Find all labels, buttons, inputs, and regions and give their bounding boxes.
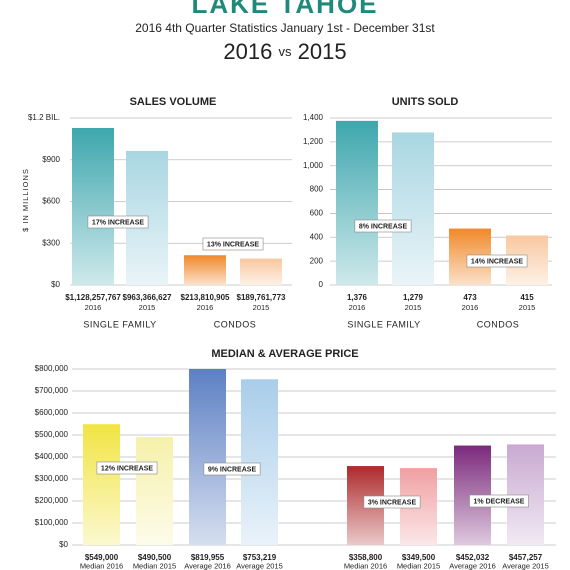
x-tick-label: 2016 — [197, 303, 214, 312]
value-label: 473 — [463, 293, 477, 302]
bar-shade — [184, 255, 226, 285]
y-tick-label: $500,000 — [35, 430, 69, 439]
heading: 2016 vs 2015 — [223, 39, 346, 64]
value-label: 415 — [520, 293, 534, 302]
annotation: 17% INCREASE — [92, 219, 144, 226]
value-label: 1,279 — [403, 293, 424, 302]
x-tick-label: Median 2016 — [344, 561, 387, 570]
group-label: SINGLE FAMILY — [347, 319, 420, 329]
page-title: LAKE TAHOE — [191, 0, 378, 19]
annotation-box — [363, 495, 421, 509]
y-tick-label: $900 — [42, 155, 60, 164]
x-tick-label: 2015 — [139, 303, 156, 312]
y-tick-label: 200 — [310, 256, 324, 265]
annotation-box — [203, 462, 261, 476]
value-label: 1,376 — [347, 293, 368, 302]
x-tick-label: 2015 — [519, 303, 536, 312]
y-tick-label: $800,000 — [35, 364, 69, 373]
bar-shade — [136, 437, 173, 545]
bar-shade — [72, 127, 114, 285]
y-tick-label: $200,000 — [35, 496, 69, 505]
x-tick-label: Average 2016 — [449, 561, 496, 570]
value-label: $457,257 — [509, 553, 543, 562]
heading-year: 2016 — [223, 39, 272, 64]
x-tick-label: 2016 — [462, 303, 479, 312]
value-label: $819,955 — [191, 553, 225, 562]
x-tick-label: Median 2015 — [397, 561, 440, 570]
annotation: 13% INCREASE — [207, 241, 259, 248]
value-label: $349,500 — [402, 553, 436, 562]
value-label: $189,761,773 — [237, 293, 286, 302]
x-tick-label: 2015 — [253, 303, 270, 312]
x-tick-label: Average 2015 — [502, 561, 549, 570]
heading-year: 2015 — [298, 39, 347, 64]
x-tick-label: Average 2016 — [184, 561, 231, 570]
y-axis-label: $ IN MILLIONS — [21, 168, 30, 232]
y-tick-label: $1.2 BIL. — [28, 113, 60, 122]
annotation-box — [202, 237, 264, 251]
annotation: 12% INCREASE — [101, 465, 153, 472]
x-tick-label: 2015 — [405, 303, 422, 312]
value-label: $549,000 — [85, 553, 119, 562]
value-label: $213,810,905 — [181, 293, 230, 302]
y-tick-label: 400 — [310, 232, 324, 241]
y-tick-label: 800 — [310, 185, 324, 194]
chart-title: SALES VOLUME — [130, 96, 217, 108]
y-tick-label: 600 — [310, 209, 324, 218]
bar-shade — [392, 132, 434, 285]
group-label: CONDOS — [477, 319, 520, 329]
value-label: $358,800 — [349, 553, 383, 562]
y-tick-label: $100,000 — [35, 518, 69, 527]
chart-title: UNITS SOLD — [392, 96, 459, 108]
y-tick-label: $300,000 — [35, 474, 69, 483]
annotation-box — [96, 461, 158, 475]
value-label: $1,128,257,767 — [65, 293, 121, 302]
x-tick-label: 2016 — [349, 303, 366, 312]
annotation-box — [354, 219, 412, 233]
y-tick-label: $400,000 — [35, 452, 69, 461]
bar-shade — [336, 120, 378, 285]
y-tick-label: $600 — [42, 197, 60, 206]
value-label: $452,032 — [456, 553, 490, 562]
annotation: 3% INCREASE — [368, 499, 417, 506]
y-tick-label: $600,000 — [35, 408, 69, 417]
bar-shade — [241, 379, 278, 545]
y-tick-label: 1,400 — [303, 113, 324, 122]
bar-shade — [83, 424, 120, 545]
annotation-box — [469, 494, 529, 508]
y-tick-label: $700,000 — [35, 386, 69, 395]
annotation-box — [87, 215, 149, 229]
bar-shade — [189, 369, 226, 545]
bar-shade — [240, 258, 282, 285]
value-label: $490,500 — [138, 553, 172, 562]
annotation: 1% DECREASE — [474, 498, 525, 505]
chart-title: MEDIAN & AVERAGE PRICE — [211, 348, 358, 360]
y-tick-label: $0 — [51, 280, 60, 289]
x-tick-label: Average 2015 — [236, 561, 283, 570]
value-label: $753,219 — [243, 553, 277, 562]
y-tick-label: 0 — [319, 280, 324, 289]
heading-vs: vs — [279, 44, 293, 59]
x-tick-label: 2016 — [85, 303, 102, 312]
annotation: 14% INCREASE — [471, 258, 523, 265]
x-tick-label: Median 2016 — [80, 561, 123, 570]
subtitle: 2016 4th Quarter Statistics January 1st … — [135, 21, 435, 35]
annotation: 8% INCREASE — [359, 223, 408, 230]
value-label: $963,366,627 — [123, 293, 172, 302]
group-label: CONDOS — [214, 319, 257, 329]
annotation-box — [466, 254, 528, 268]
y-tick-label: $300 — [42, 238, 60, 247]
y-tick-label: $0 — [59, 540, 68, 549]
annotation: 9% INCREASE — [208, 466, 257, 473]
x-tick-label: Median 2015 — [133, 561, 176, 570]
y-tick-label: 1,200 — [303, 137, 324, 146]
y-tick-label: 1,000 — [303, 161, 324, 170]
group-label: SINGLE FAMILY — [83, 319, 156, 329]
